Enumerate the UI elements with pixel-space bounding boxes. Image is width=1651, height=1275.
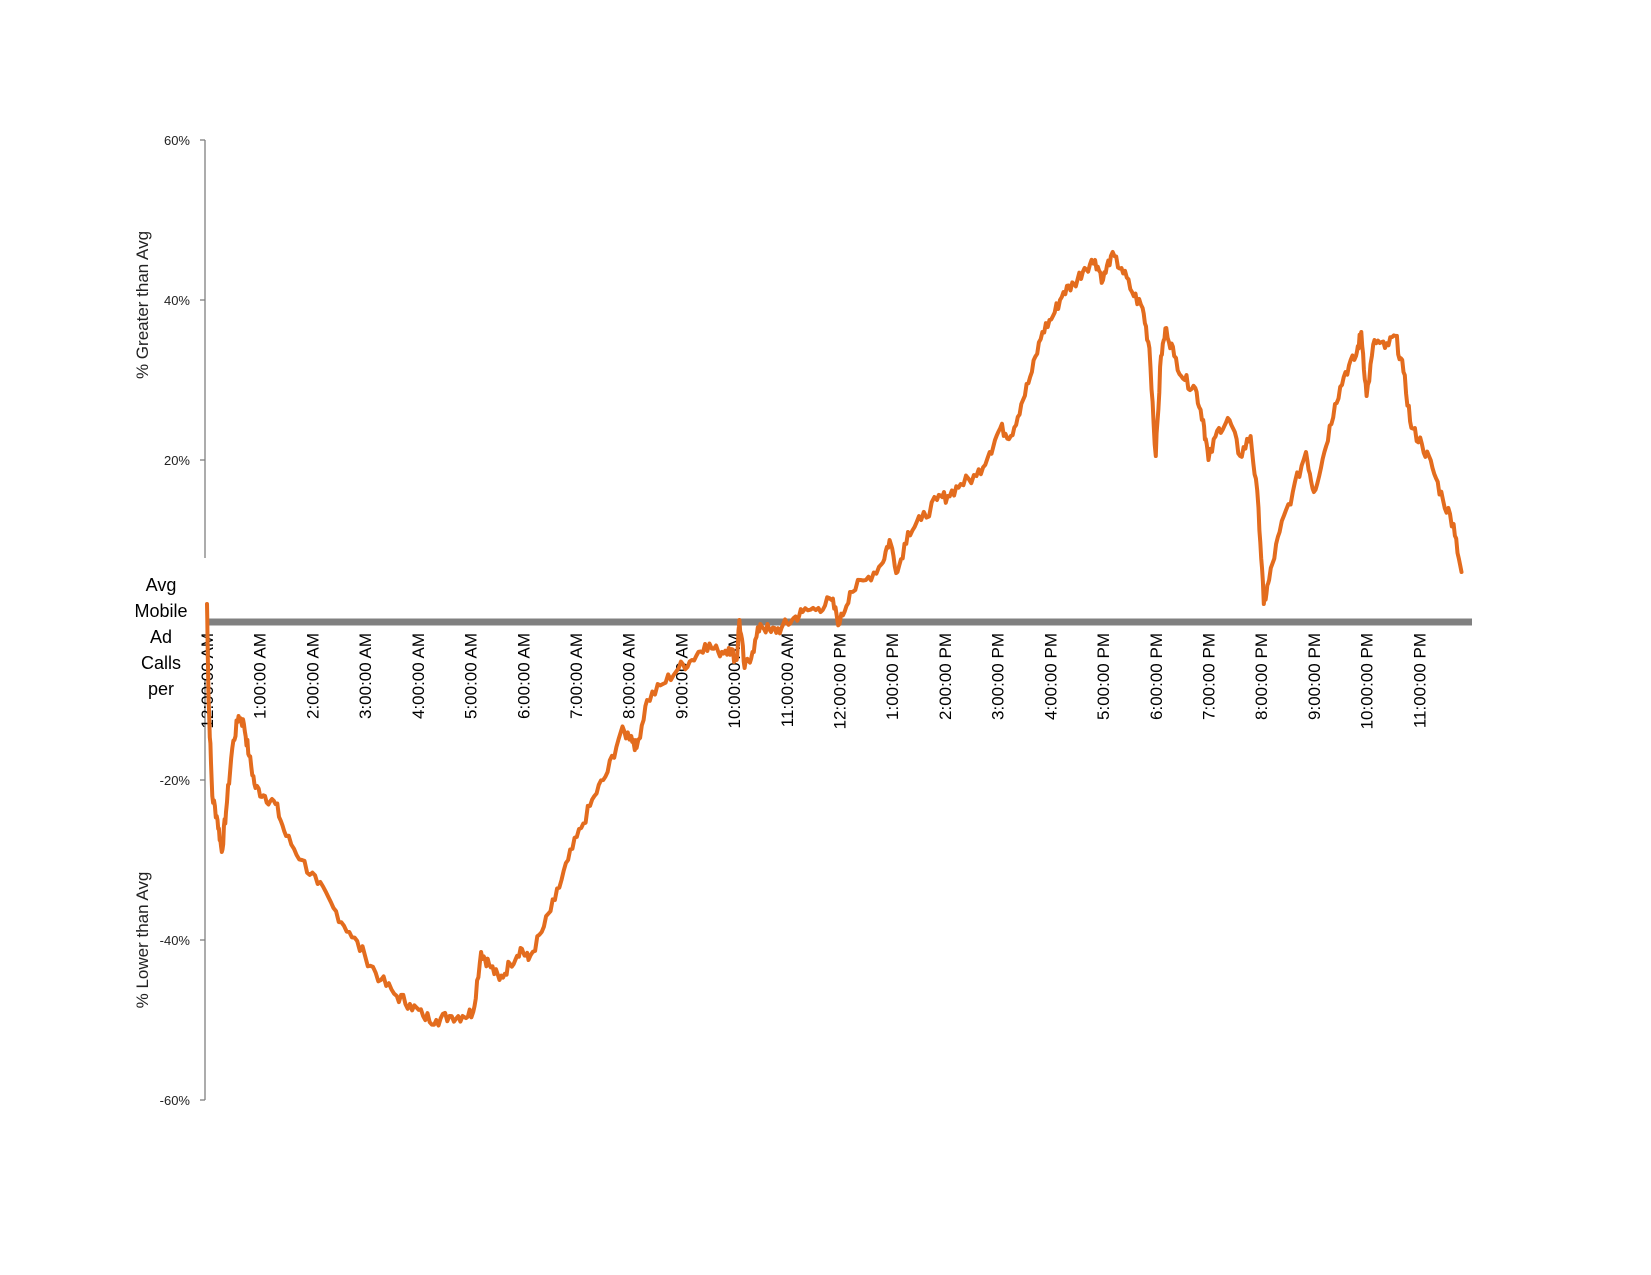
x-tick-label: 9:00:00 PM [1305, 633, 1324, 720]
y-tick-label: 20% [164, 453, 190, 468]
x-tick-label: 5:00:00 PM [1094, 633, 1113, 720]
baseline-label-line: Calls [141, 653, 181, 673]
y-tick-label: -60% [160, 1093, 191, 1108]
x-tick-label: 3:00:00 PM [989, 633, 1008, 720]
y-tick-label: 60% [164, 133, 190, 148]
x-tick-label: 2:00:00 AM [303, 633, 322, 719]
x-tick-label: 7:00:00 AM [567, 633, 586, 719]
series-line [205, 250, 1464, 1028]
x-tick-label: 9:00:00 AM [672, 633, 691, 719]
x-tick-label: 6:00:00 PM [1147, 633, 1166, 720]
x-tick-label: 8:00:00 AM [620, 633, 639, 719]
x-tick-label: 5:00:00 AM [462, 633, 481, 719]
baseline-label-line: per [148, 679, 174, 699]
y-axis-title-lower: % Lower than Avg [133, 872, 152, 1009]
y-tick-label: 40% [164, 293, 190, 308]
baseline-label-line: Mobile [134, 601, 187, 621]
baseline-label: Avg Mobile Ad Calls per [134, 575, 187, 699]
x-tick-label: 4:00:00 AM [409, 633, 428, 719]
x-tick-label: 1:00:00 PM [883, 633, 902, 720]
x-tick-label: 11:00:00 PM [1410, 633, 1429, 728]
x-tick-label: 6:00:00 AM [514, 633, 533, 719]
x-tick-label: 1:00:00 AM [251, 633, 270, 719]
x-tick-label: 10:00:00 PM [1358, 633, 1377, 729]
y-tick-labels: 60% 40% 20% -20% -40% -60% [160, 133, 205, 1108]
y-tick-label: -20% [160, 773, 191, 788]
baseline-label-line: Avg [146, 575, 177, 595]
y-axis-title-upper: % Greater than Avg [133, 231, 152, 379]
x-tick-label: 10:00:00 AM [725, 633, 744, 728]
x-tick-label: 7:00:00 PM [1199, 633, 1218, 720]
x-tick-label: 2:00:00 PM [936, 633, 955, 720]
x-tick-label: 12:00:00 PM [831, 633, 850, 729]
x-tick-labels: 12:00:00 AM 1:00:00 AM 2:00:00 AM 3:00:00 A… [198, 633, 1429, 729]
x-tick-label: 8:00:00 PM [1252, 633, 1271, 720]
baseline-label-line: Ad [150, 627, 172, 647]
x-tick-label: 4:00:00 PM [1041, 633, 1060, 720]
y-tick-label: -40% [160, 933, 191, 948]
x-tick-label: 11:00:00 AM [778, 633, 797, 727]
x-tick-label: 3:00:00 AM [356, 633, 375, 719]
